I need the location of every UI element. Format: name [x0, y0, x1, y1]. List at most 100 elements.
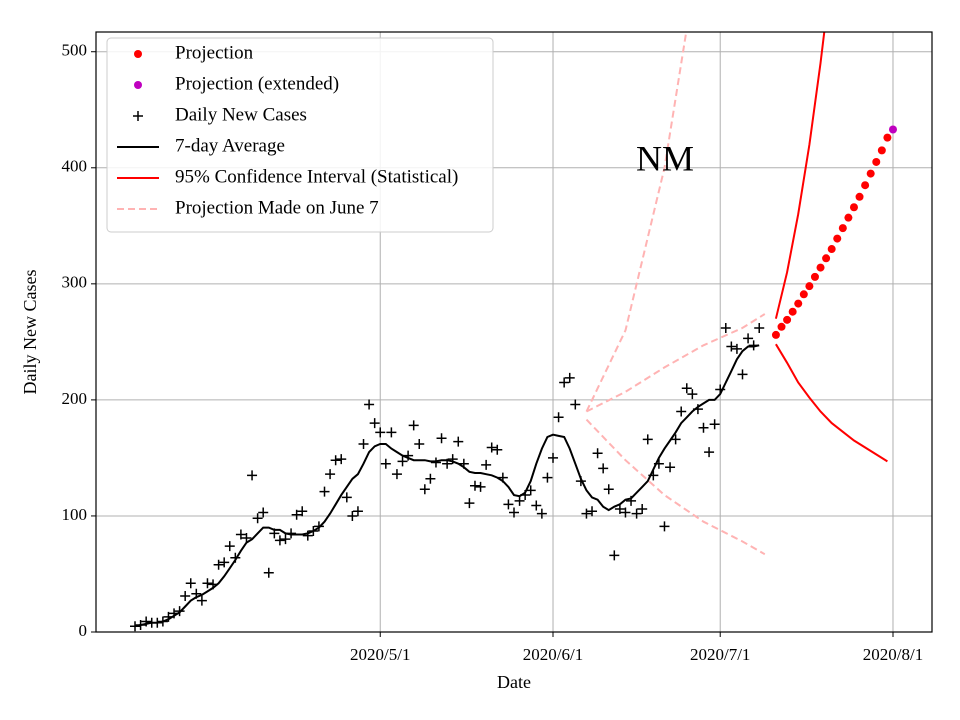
plus-marker	[224, 541, 235, 552]
plus-marker	[152, 617, 163, 628]
legend-symbol	[134, 50, 142, 58]
plus-marker	[397, 456, 408, 467]
plus-marker	[715, 384, 726, 395]
plus-marker	[520, 490, 531, 501]
plus-marker	[720, 322, 731, 333]
plus-marker	[531, 500, 542, 511]
labels: 0 100 200 300 400 500 2020/5/1 2020/6/1 2020/7/1…	[62, 41, 924, 664]
plus-marker	[564, 372, 575, 383]
plus-marker	[325, 469, 336, 480]
plus-marker	[626, 495, 637, 506]
plus-marker	[336, 454, 347, 465]
point	[855, 192, 864, 201]
point	[805, 282, 814, 291]
plus-marker	[726, 341, 737, 352]
point	[783, 315, 792, 324]
line-lower	[585, 418, 766, 556]
plus-marker	[709, 419, 720, 430]
plus-marker	[592, 448, 603, 459]
plus-marker	[163, 611, 174, 622]
y-tick-label: 300	[62, 273, 88, 292]
plus-marker	[235, 529, 246, 540]
plus-marker	[542, 472, 553, 483]
plus-marker	[676, 406, 687, 417]
plus-marker	[469, 480, 480, 491]
plus-marker	[196, 595, 207, 606]
plus-marker	[553, 412, 564, 423]
plus-marker	[458, 458, 469, 469]
legend-label: Projection (extended)	[175, 73, 339, 94]
plus-marker	[692, 404, 703, 415]
plus-marker	[347, 510, 358, 521]
plus-marker	[509, 507, 519, 518]
legend-symbol	[133, 111, 143, 121]
plus-marker	[559, 377, 570, 388]
plus-marker	[670, 434, 681, 445]
y-tick-label: 500	[62, 41, 88, 60]
plus-marker	[364, 399, 375, 410]
plus-marker	[130, 621, 141, 632]
plus-marker	[737, 369, 748, 380]
plus-marker	[274, 535, 285, 546]
plus-marker	[352, 506, 363, 517]
plus-marker	[141, 616, 152, 627]
plus-marker	[653, 458, 664, 469]
point	[822, 254, 831, 263]
plus-marker	[731, 343, 742, 354]
plus-marker	[280, 534, 291, 545]
plus-marker	[609, 550, 620, 561]
plus-marker	[319, 486, 330, 497]
legend-label: 95% Confidence Interval (Statistical)	[175, 166, 458, 187]
y-tick-label: 400	[62, 157, 88, 176]
point	[788, 307, 797, 316]
plus-marker	[436, 433, 447, 444]
plus-marker	[637, 503, 648, 514]
legend-label: Daily New Cases	[175, 104, 307, 125]
y-tick-label: 200	[62, 389, 88, 408]
plus-marker	[241, 532, 252, 543]
x-tick-label: 2020/6/1	[523, 645, 583, 664]
plus-marker	[380, 458, 391, 469]
plus-marker	[698, 422, 709, 433]
legend: Projection Projection (extended) Daily New…	[106, 37, 494, 233]
plus-marker	[375, 427, 386, 438]
plus-marker	[330, 455, 341, 466]
point	[877, 146, 886, 155]
plus-marker	[503, 499, 514, 510]
plus-marker	[514, 495, 525, 506]
plus-marker	[230, 552, 241, 563]
point	[872, 157, 881, 166]
point	[833, 234, 842, 243]
point	[883, 133, 892, 142]
plus-marker	[269, 528, 280, 539]
plus-marker	[308, 526, 319, 537]
plus-marker	[442, 458, 453, 469]
legend-label: 7-day Average	[175, 135, 285, 156]
plus-marker	[430, 457, 441, 468]
plus-marker	[754, 322, 765, 333]
point	[888, 125, 897, 134]
x-tick-label: 2020/5/1	[350, 645, 410, 664]
plus-marker	[213, 559, 224, 570]
plus-marker	[135, 620, 146, 631]
line-upper	[774, 32, 826, 319]
point	[799, 290, 808, 299]
plus-marker	[492, 444, 503, 455]
plus-marker	[475, 481, 486, 492]
plus-marker	[486, 442, 497, 453]
plus-marker	[263, 567, 274, 578]
point	[844, 213, 853, 222]
x-axis-label: Date	[497, 672, 531, 692]
plus-marker	[391, 469, 402, 480]
plus-marker	[453, 436, 464, 447]
legend-box	[106, 37, 494, 233]
point	[849, 203, 858, 212]
x-tick-label: 2020/7/1	[690, 645, 750, 664]
plus-marker	[748, 340, 759, 351]
plus-marker	[341, 492, 352, 503]
plus-marker	[570, 399, 581, 410]
plus-marker	[425, 473, 436, 484]
plot-area	[130, 32, 897, 632]
line-upper	[585, 32, 688, 412]
x-tick-label: 2020/8/1	[863, 645, 923, 664]
